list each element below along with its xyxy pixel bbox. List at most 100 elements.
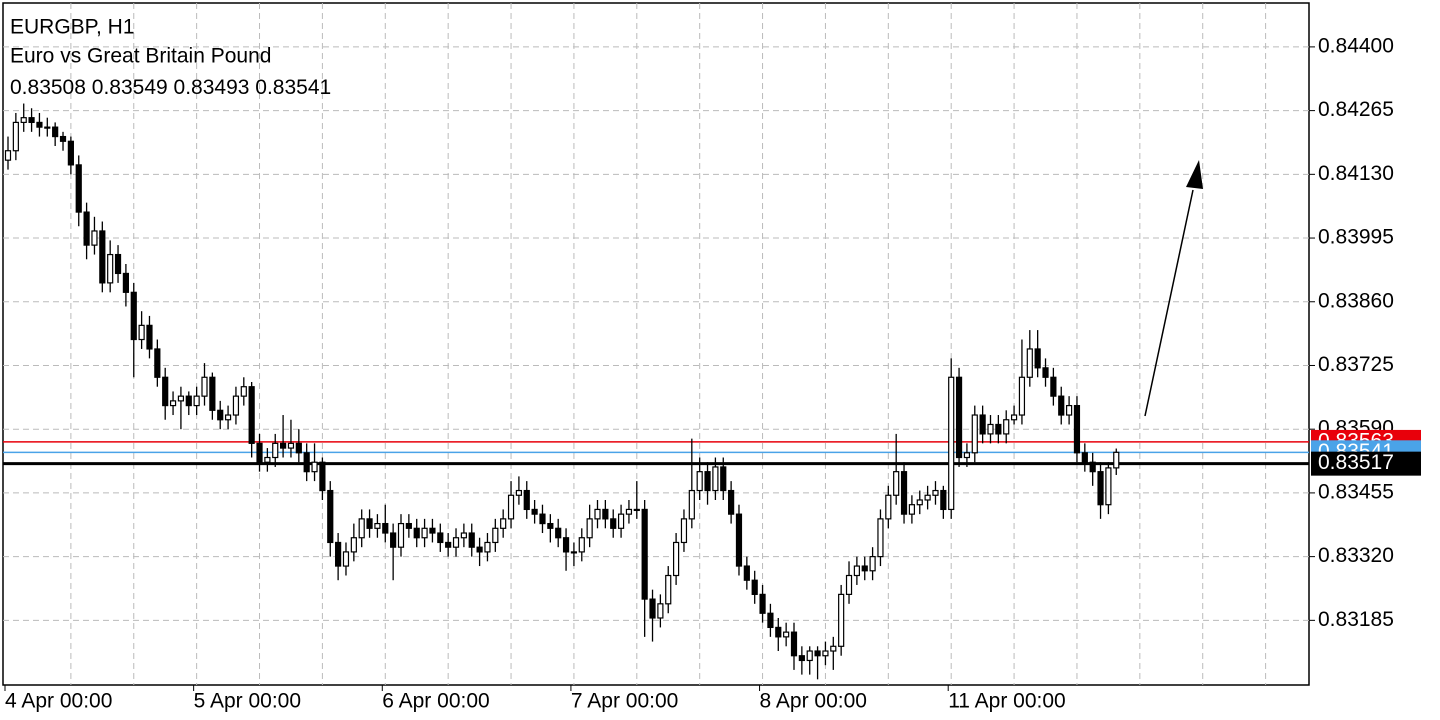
candle-body [838,593,845,647]
candle-body [1034,348,1041,369]
candle-body [531,508,538,515]
candle-body [759,593,766,614]
candle-body [1105,467,1112,506]
candle-body [515,489,523,496]
candle-body [845,574,853,595]
candle-body [327,489,334,544]
grid [3,3,1309,685]
candle-body [75,164,82,213]
candle-body [586,518,593,539]
candle-body [114,253,122,275]
candle-body [240,386,247,397]
candle-body [908,504,916,515]
high: 0.83549 [92,76,168,99]
x-tick-label: 11 Apr 00:00 [948,690,1066,713]
candle-body [617,513,625,529]
candle-body [12,121,19,152]
candle-body [955,376,963,459]
candle-body [421,527,428,539]
candle-body [1010,414,1018,421]
low: 0.83493 [174,76,250,99]
candle-body [987,423,994,435]
price-levels [3,441,1309,466]
candle-body [342,551,350,567]
candle-body [641,508,648,600]
y-tick-label: 0.84265 [1318,98,1394,121]
candle-body [775,626,782,638]
candle-body [169,400,177,407]
candle-body [743,565,750,581]
candle-body [374,522,381,529]
candle-body [366,518,373,529]
price-axis: 0.84400 0.84265 0.84130 0.83995 0.83860 0.837… [4,34,1421,713]
candle-body [900,471,908,515]
candle-body [672,541,680,577]
candle-body [201,376,208,397]
x-tick-label: 6 Apr 00:00 [382,690,489,713]
candle-body [20,117,27,124]
candle-body [539,513,546,525]
candle-body [295,442,302,454]
candle-body [217,409,224,421]
candle-body [1065,404,1073,416]
x-tick-label: 5 Apr 00:00 [194,690,301,713]
candle-body [932,489,939,496]
candle-body [52,126,59,138]
candle-body [1089,461,1096,473]
candle-body [1003,419,1010,435]
level-box [1311,451,1421,476]
candle-body [224,414,232,421]
candle-body [562,537,570,553]
candle-body [272,442,279,459]
arrow-shaft [1144,189,1194,417]
candle-body [657,603,664,619]
candle-body [995,423,1002,435]
candle-body [350,537,357,553]
candle-body [382,522,389,534]
candle-body [138,324,145,341]
candle-body [185,395,192,407]
candle-body [1026,348,1033,378]
candle-body [1081,452,1088,463]
y-tick-label: 0.83455 [1318,480,1394,503]
candle-body [1042,367,1049,378]
candle-body [67,140,74,166]
candle-body [429,527,436,534]
candle-body [1018,376,1026,416]
candle-body [209,376,216,411]
candle-body [735,513,743,567]
candle-body [885,494,892,520]
candle-body [523,489,530,511]
candle-body [99,230,106,284]
x-tick-label: 8 Apr 00:00 [760,690,867,713]
candle-body [979,414,986,435]
level-label: 0.83517 [1318,451,1394,474]
candle-body [594,508,601,520]
candle-body [397,522,405,548]
candle-body [767,612,774,629]
candle-body [704,471,711,492]
candle-body [1050,376,1057,397]
candle-body [602,508,609,520]
candle-body [1058,395,1065,416]
candle-body [83,211,90,246]
candle-body [570,551,578,554]
candle-body [232,395,240,416]
candle-body [162,376,169,407]
candle-body [390,532,397,548]
candle-body [1097,471,1104,506]
candle-body [728,489,735,515]
candle-body [783,631,790,638]
candle-body [122,272,130,293]
open: 0.83508 [10,76,86,99]
candle-body [130,291,137,341]
candle-body [437,532,444,544]
candle-body [36,121,43,128]
candle-body [28,117,35,124]
candle-body [555,527,562,539]
plot-frame [2,2,1310,686]
candle-body [649,598,656,619]
candle-body [665,574,672,605]
